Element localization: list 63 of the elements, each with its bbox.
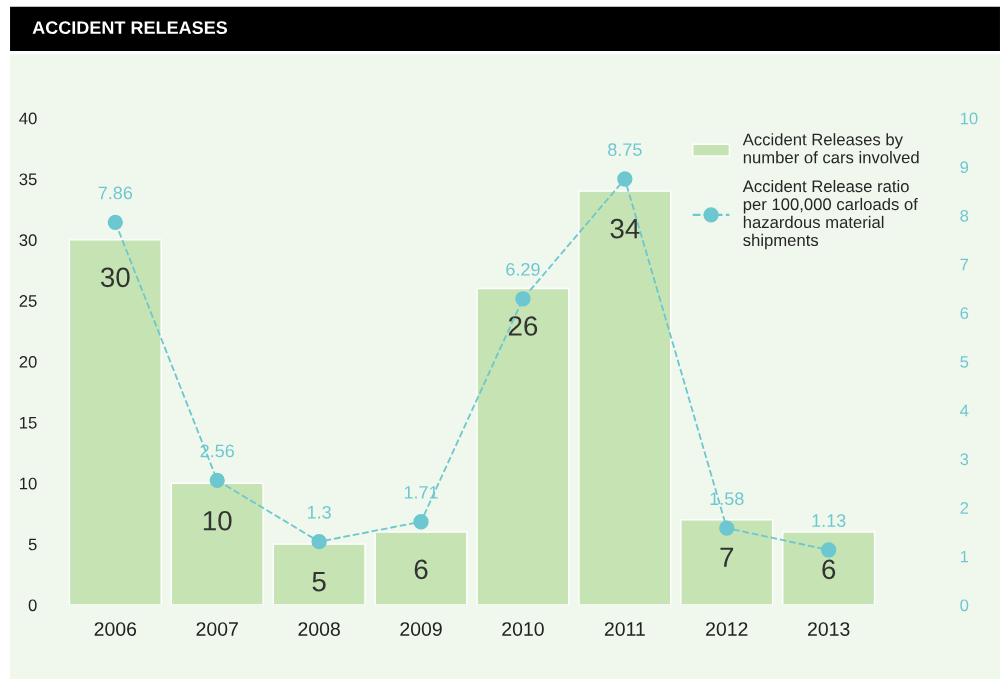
chart-title: ACCIDENT RELEASES bbox=[32, 21, 228, 35]
data-label: 26 bbox=[508, 316, 538, 336]
point bbox=[719, 520, 735, 536]
y2-tick-label: 3 bbox=[960, 453, 969, 466]
data-label: 6 bbox=[822, 559, 836, 580]
y2-tick-label: 2 bbox=[960, 502, 969, 514]
y2-tick-label: 5 bbox=[960, 356, 969, 368]
data-label: 34 bbox=[610, 218, 640, 239]
bar bbox=[68, 239, 162, 605]
y2-tick-label: 4 bbox=[960, 404, 969, 417]
y-tick-label: 10 bbox=[20, 477, 37, 490]
data-label: 8.75 bbox=[608, 143, 642, 156]
point bbox=[515, 291, 531, 307]
y-tick-label: 40 bbox=[19, 112, 37, 125]
x-tick-label: 2011 bbox=[604, 622, 645, 636]
y-tick-label: 35 bbox=[19, 173, 37, 186]
y-tick-label: 5 bbox=[28, 538, 37, 551]
data-label: 10 bbox=[203, 510, 232, 531]
data-label: 1.58 bbox=[710, 492, 744, 506]
data-label: 30 bbox=[100, 267, 130, 288]
data-label: 2.56 bbox=[200, 444, 234, 458]
point bbox=[413, 514, 429, 530]
y-tick-label: 20 bbox=[19, 355, 37, 368]
y-tick-label: 0 bbox=[28, 599, 37, 612]
x-tick-label: 2010 bbox=[502, 622, 544, 636]
x-tick-label: 2006 bbox=[94, 622, 137, 636]
x-tick-label: 2009 bbox=[400, 622, 442, 636]
data-label: 6 bbox=[414, 559, 428, 580]
point bbox=[209, 472, 225, 488]
bar bbox=[170, 482, 264, 605]
bar bbox=[476, 287, 570, 605]
point bbox=[821, 542, 837, 558]
point bbox=[107, 214, 123, 230]
x-tick-label: 2007 bbox=[196, 622, 238, 636]
y2-tick-label: 9 bbox=[960, 161, 969, 174]
y-tick-label: 30 bbox=[19, 234, 37, 247]
legend-label: Accident Releases by number of cars involved bbox=[742, 133, 919, 164]
bar bbox=[272, 543, 366, 605]
bar bbox=[680, 519, 774, 605]
y2-tick-label: 0 bbox=[960, 599, 969, 612]
y2-tick-label: 7 bbox=[960, 258, 969, 271]
bar bbox=[578, 190, 672, 605]
data-label: 7.86 bbox=[98, 186, 133, 200]
x-tick-label: 2008 bbox=[298, 622, 340, 636]
data-label: 1.71 bbox=[404, 486, 438, 499]
data-label: 6.29 bbox=[506, 262, 540, 276]
bar bbox=[374, 531, 468, 605]
data-label: 1.3 bbox=[307, 505, 331, 519]
y-tick-label: 25 bbox=[19, 295, 37, 307]
point bbox=[617, 171, 633, 187]
y2-tick-label: 1 bbox=[960, 550, 969, 563]
data-label: 1.13 bbox=[812, 514, 846, 527]
x-tick-label: 2012 bbox=[706, 622, 748, 636]
data-label: 5 bbox=[312, 572, 326, 592]
y2-tick-label: 6 bbox=[960, 307, 969, 320]
y2-tick-label: 8 bbox=[960, 209, 969, 222]
y2-tick-label: 10 bbox=[960, 112, 978, 125]
data-label: 7 bbox=[720, 547, 734, 567]
bar bbox=[782, 531, 876, 605]
legend-label: Accident Release ratio per 100,000 carloads of hazardous material shipments bbox=[742, 179, 918, 250]
x-tick-label: 2013 bbox=[808, 622, 850, 636]
point bbox=[311, 534, 327, 550]
y-tick-label: 15 bbox=[20, 417, 37, 429]
